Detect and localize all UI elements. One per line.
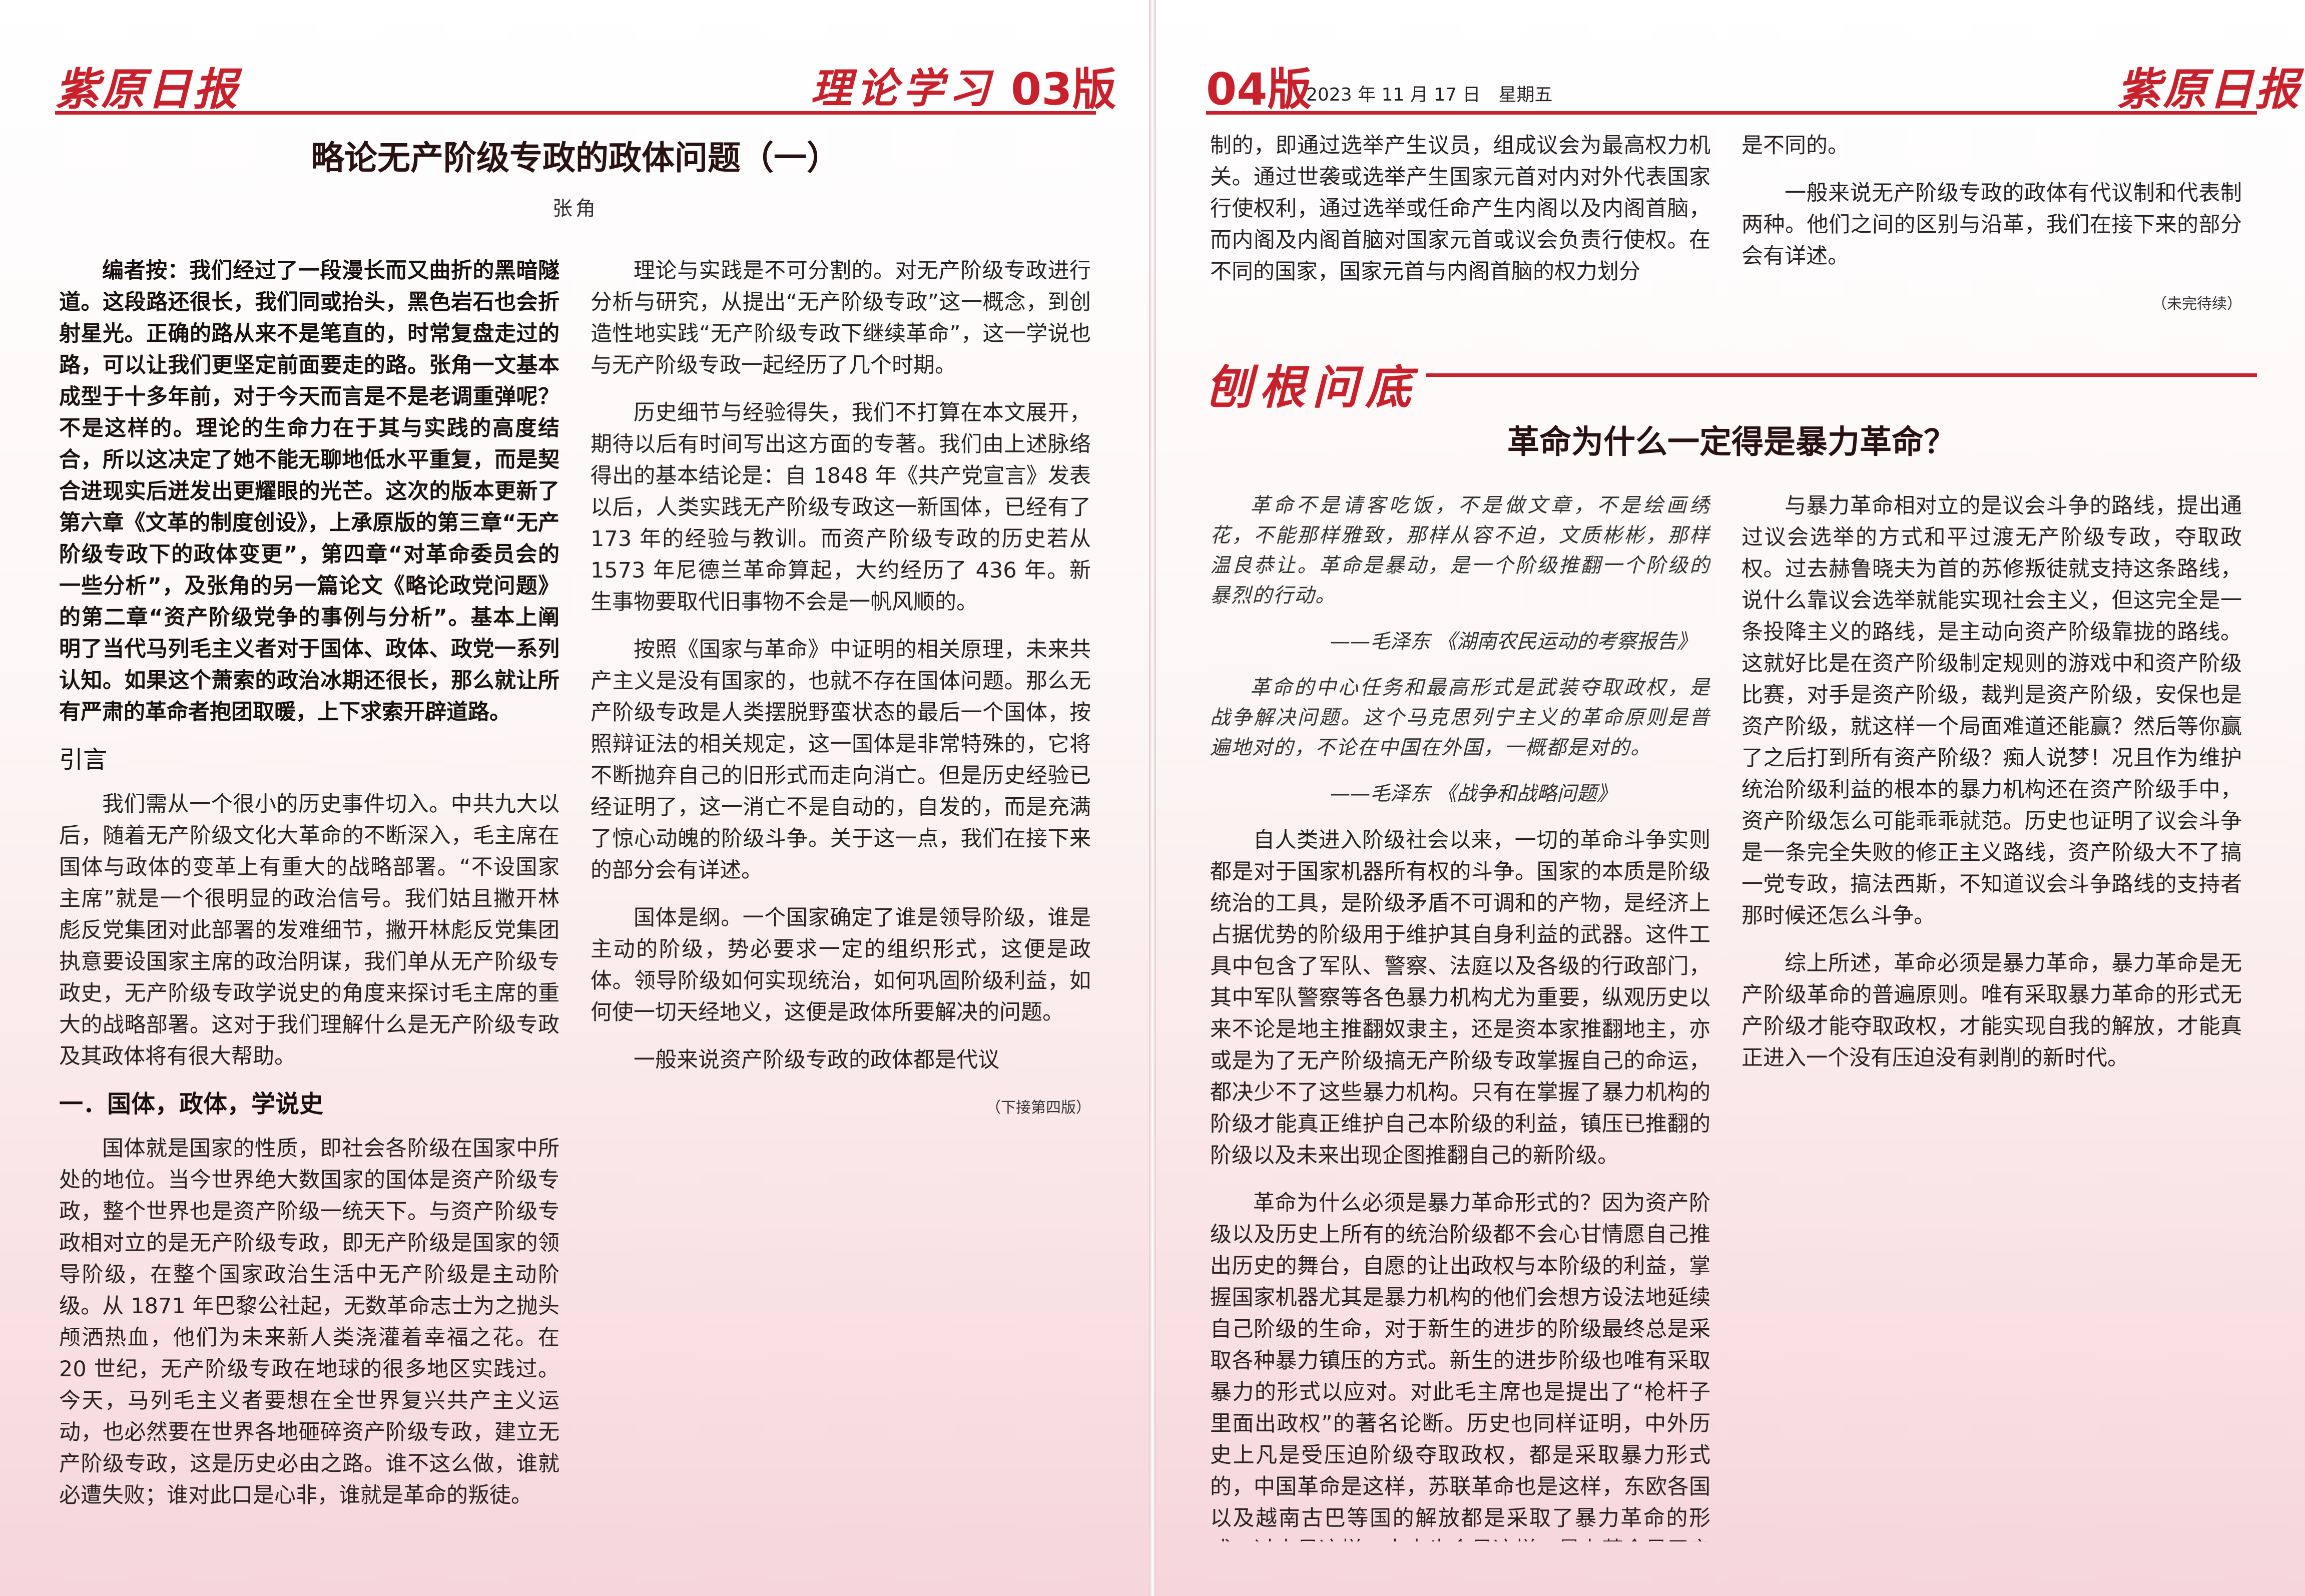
left-page: 紫原日报 理论学习 03版 略论无产阶级专政的政体问题（一） 张角 编者按：我们… xyxy=(0,0,1149,1596)
epigraph-1-source: ——毛泽东 《湖南农民运动的考察报告》 xyxy=(1330,630,1697,653)
article-title-2: 革命为什么一定得是暴力革命？ xyxy=(1507,424,1956,461)
continuation-end: 是不同的。 xyxy=(1742,133,1849,158)
paragraph-parliament-line: 与暴力革命相对立的是议会斗争的路线，提出通过议会选举的方式和平过渡无产阶级专政，… xyxy=(1742,493,2242,928)
section-name: 理论学习 xyxy=(811,65,995,113)
paragraph-history: 历史细节与经验得失，我们不打算在本文展开，期待以后有时间写出这方面的专著。我们由… xyxy=(591,400,1091,615)
intro-paragraph: 我们需从一个很小的历史事件切入。中共九大以后，随着无产阶级文化大革命的不断深入，… xyxy=(59,792,559,1069)
edition-number: 03版 xyxy=(1011,64,1116,115)
epigraph-2-source: ——毛泽东 《战争和战略问题》 xyxy=(1330,782,1617,805)
paragraph-why-violent: 革命为什么必须是暴力革命形式的？因为资产阶级以及历史上所有的统治阶级都不会心甘情… xyxy=(1210,1191,1710,1541)
article-title: 略论无产阶级专政的政体问题（一） xyxy=(311,139,840,177)
left-column-1: 编者按：我们经过了一段漫长而又曲折的黑暗隧道。这段路还很长，我们同或抬头，黑色岩… xyxy=(59,255,559,1536)
to-be-continued: （未完待续） xyxy=(2152,295,2242,313)
continuation-paragraph: 制的，即通过选举产生议员，组成议会为最高权力机关。通过世袭或选举产生国家元首对内… xyxy=(1210,133,1710,284)
continuation-column-2: 是不同的。 一般来说无产阶级专政的政体有代议制和代表制两种。他们之间的区别与沿革… xyxy=(1742,130,2242,330)
paragraph-state-nature: 国体就是国家的性质，即社会各阶级在国家中所处的地位。当今世界绝大数国家的国体是资… xyxy=(59,1136,559,1508)
editor-note: 编者按：我们经过了一段漫长而又曲折的黑暗隧道。这段路还很长，我们同或抬头，黑色岩… xyxy=(59,258,559,725)
header-rule-right xyxy=(1206,111,2257,115)
banner-rule xyxy=(1426,373,2257,377)
continuation-column-1: 制的，即通过选举产生议员，组成议会为最高权力机关。通过世袭或选举产生国家元首对内… xyxy=(1210,130,1710,330)
epigraph-1: 革命不是请客吃饭，不是做文章，不是绘画绣花，不能那样雅致，那样从容不迫，文质彬彬… xyxy=(1210,494,1710,607)
masthead-logo: 紫原日报 xyxy=(55,63,240,115)
edition-number-right: 04版 xyxy=(1206,64,1312,115)
paragraph-state-revolution: 按照《国家与革命》中证明的相关原理，未来共产主义是没有国家的，也就不存在国体问题… xyxy=(591,637,1091,883)
paragraph-theory-practice: 理论与实践是不可分割的。对无产阶级专政进行分析与研究，从提出“无产阶级专政”这一… xyxy=(591,258,1091,378)
right-column-1: 革命不是请客吃饭，不是做文章，不是绘画绣花，不能那样雅致，那样从容不迫，文质彬彬… xyxy=(1210,490,1710,1541)
paragraph-summary: 综上所述，革命必须是暴力革命，暴力革命是无产阶级革命的普遍原则。唯有采取暴力革命… xyxy=(1742,951,2242,1071)
header-rule xyxy=(55,111,1096,115)
heading-intro: 引言 xyxy=(59,746,108,774)
continued-note: （下接第四版） xyxy=(986,1099,1091,1117)
article-author: 张角 xyxy=(552,197,599,220)
paragraph-parliamentary: 一般来说资产阶级专政的政体都是代议 xyxy=(634,1047,999,1073)
right-column-2: 与暴力革命相对立的是议会斗争的路线，提出通过议会选举的方式和平过渡无产阶级专政，… xyxy=(1742,490,2242,1541)
page-gutter xyxy=(1149,0,1156,1596)
dateline: 2023 年 11 月 17 日 星期五 xyxy=(1306,85,1553,105)
continuation-conclusion: 一般来说无产阶级专政的政体有代议制和代表制两种。他们之间的区别与沿革，我们在接下… xyxy=(1742,181,2242,269)
left-column-2: 理论与实践是不可分割的。对无产阶级专政进行分析与研究，从提出“无产阶级专政”这一… xyxy=(591,255,1091,1536)
epigraph-2: 革命的中心任务和最高形式是武装夺取政权，是战争解决问题。这个马克思列宁主义的革命… xyxy=(1210,676,1710,759)
paragraph-state-machine: 自人类进入阶级社会以来，一切的革命斗争实则都是对于国家机器所有权的斗争。国家的本… xyxy=(1210,828,1710,1168)
column-banner: 刨根问底 xyxy=(1206,360,1419,414)
masthead-logo-right: 紫原日报 xyxy=(2117,63,2301,115)
heading-section-one: 一．国体，政体，学说史 xyxy=(59,1090,324,1118)
right-page: 04版 2023 年 11 月 17 日 星期五 紫原日报 制的，即通过选举产生… xyxy=(1156,0,2305,1596)
paragraph-state-form: 国体是纲。一个国家确定了谁是领导阶级，谁是主动的阶级，势必要求一定的组织形式，这… xyxy=(591,905,1091,1025)
